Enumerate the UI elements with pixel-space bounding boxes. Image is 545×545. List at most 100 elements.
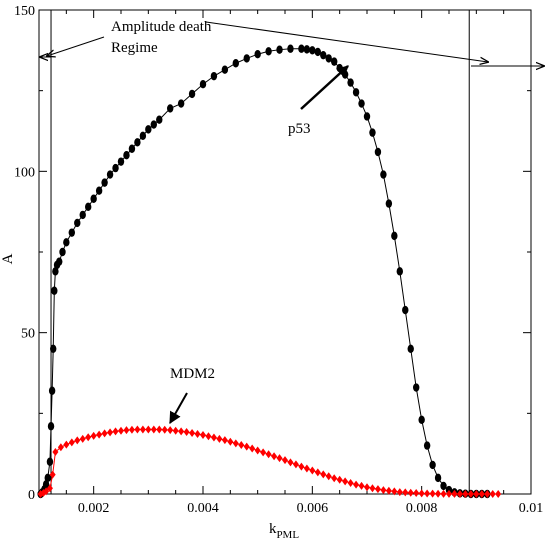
mdm2-point [172,426,179,435]
mdm2-point [178,427,185,436]
p53-point [314,47,321,57]
mdm2-point [292,460,299,469]
p53-series [37,44,491,499]
mdm2-point [63,440,70,449]
p53-point [363,112,371,121]
p53-point [358,99,365,108]
regime-label-line1: Amplitude death [111,19,212,35]
mdm2-point [353,480,360,489]
mdm2-point [440,489,447,498]
p53-point [95,186,103,195]
regime-boundary-lines [50,10,470,494]
p53-point [243,54,250,63]
p53-point [117,157,125,166]
mdm2-point [96,430,103,439]
p53-point [418,415,425,424]
p53-point [434,473,442,483]
mdm2-point [128,425,135,434]
mdm2-point [413,489,420,498]
mdm2-point [484,490,491,498]
x-axis-label-main: k [269,521,277,537]
p53-point [199,80,207,89]
mdm2-point [200,430,206,439]
mdm2-point [68,438,75,447]
p53-point [320,50,327,60]
p53-point [134,138,141,147]
p53-point [352,88,360,97]
mdm2-point [282,456,288,465]
p53-point [47,422,55,431]
mdm2-point [101,429,108,438]
p53-point [413,383,420,392]
p53-label: p53 [288,121,311,137]
mdm2-point [134,425,141,434]
p53-point [298,44,305,53]
mdm2-point [254,446,261,455]
mdm2-line [40,428,499,495]
mdm2-point [303,464,310,473]
mdm2-point [402,488,409,497]
mdm2-point [43,487,50,496]
p53-point [139,131,147,141]
regime-pointer-line [47,36,105,56]
mdm2-point [46,484,53,493]
p53-point [402,305,409,315]
mdm2-point [320,470,327,479]
tick-labels: 0.002 0.004 0.006 0.008 0.01 0 50 100 150 [14,4,543,516]
p53-line [40,48,488,495]
mdm2-point [358,481,365,490]
p53-point [85,202,92,212]
p53-point [221,65,229,74]
p53-point [287,44,294,53]
p53-point [276,45,283,54]
mdm2-point [156,425,163,434]
mdm2-point [287,458,294,467]
p53-point [396,267,403,276]
p53-point [106,170,114,179]
x-axis-label-sub: PML [276,529,299,541]
mdm2-point [161,425,168,434]
p53-point [48,386,56,395]
mdm2-point [380,486,387,495]
mdm2-point [265,450,272,459]
mdm2-point [243,442,250,451]
mdm2-point [205,432,212,441]
mdm2-point [90,431,97,440]
p53-point [52,267,59,276]
p53-point [309,46,316,55]
mdm2-point [364,483,370,492]
mdm2-point [150,425,157,434]
mdm2-point [221,436,228,445]
p53-point [265,47,272,56]
mdm2-point [74,436,81,445]
mdm2-pointer-arrow [169,392,188,425]
mdm2-point [391,487,398,496]
mdm2-point [385,486,392,495]
p53-point [188,89,196,99]
p53-point [369,128,376,137]
annotations: Amplitude death Regime p53 MDM2 [40,19,544,425]
mdm2-point [473,490,480,498]
mdm2-point [85,433,92,442]
p53-point [44,473,51,483]
mdm2-point [467,490,474,498]
mdm2-point [446,489,452,498]
mdm2-point [232,439,239,448]
mdm2-point [123,426,130,435]
mdm2-point [298,462,305,471]
mdm2-point [216,434,223,443]
y-tick-label: 150 [14,4,35,19]
mdm2-point [435,489,442,498]
mdm2-point [57,443,64,452]
mdm2-point [271,452,278,461]
x-tick-label: 0.004 [187,501,219,516]
y-tick-label: 0 [28,488,35,503]
mdm2-point [342,477,349,486]
mdm2-point [194,429,201,438]
p53-point [123,151,130,160]
y-tick-label: 50 [21,327,35,342]
mdm2-label: MDM2 [170,366,215,382]
x-tick-label: 0.002 [78,501,110,516]
mdm2-point [112,427,119,436]
